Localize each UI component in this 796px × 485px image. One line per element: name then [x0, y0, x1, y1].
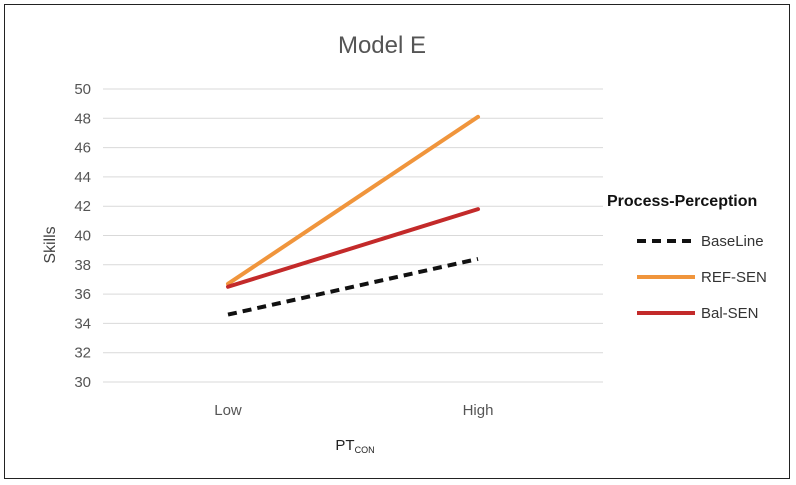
y-tick-label: 48: [74, 110, 91, 127]
y-tick-label: 32: [74, 345, 91, 362]
chart-canvas: Model E 30 32 34 36 38 40 42 44 46 48 50 Low High S…: [42, 32, 767, 455]
legend-title: Process-Perception: [607, 193, 757, 210]
y-tick-label: 40: [74, 228, 91, 245]
x-tick-label: Low: [214, 402, 242, 419]
series-lines: [226, 114, 480, 317]
y-axis-label: Skills: [42, 226, 59, 263]
x-tick-label: High: [463, 402, 494, 419]
legend-label: REF-SEN: [701, 269, 767, 286]
series-line-bal-sen: [226, 207, 480, 289]
y-tick-label: 46: [74, 140, 91, 157]
x-axis-label-main: PT: [335, 437, 354, 454]
x-axis-label-subscript: CON: [355, 445, 375, 455]
y-tick-labels: 30 32 34 36 38 40 42 44 46 48 50: [74, 81, 91, 391]
y-tick-label: 44: [74, 169, 91, 186]
gridlines: [103, 88, 603, 383]
legend-label: BaseLine: [701, 233, 764, 250]
x-axis-label: PTCON: [335, 437, 374, 455]
x-tick-labels: Low High: [214, 402, 493, 419]
y-tick-label: 50: [74, 81, 91, 98]
y-tick-label: 38: [74, 257, 91, 274]
y-tick-label: 30: [74, 374, 91, 391]
chart-frame: Model E 30 32 34 36 38 40 42 44 46 48 50 Low High S…: [4, 4, 790, 479]
chart-title: Model E: [338, 32, 426, 59]
series-line-ref-sen: [226, 114, 480, 286]
y-tick-label: 42: [74, 198, 91, 215]
y-tick-label: 36: [74, 286, 91, 303]
series-line-baseline: [227, 256, 479, 317]
legend-label: Bal-SEN: [701, 305, 759, 322]
y-tick-label: 34: [74, 315, 91, 332]
legend: BaseLine REF-SEN Bal-SEN: [637, 233, 767, 322]
